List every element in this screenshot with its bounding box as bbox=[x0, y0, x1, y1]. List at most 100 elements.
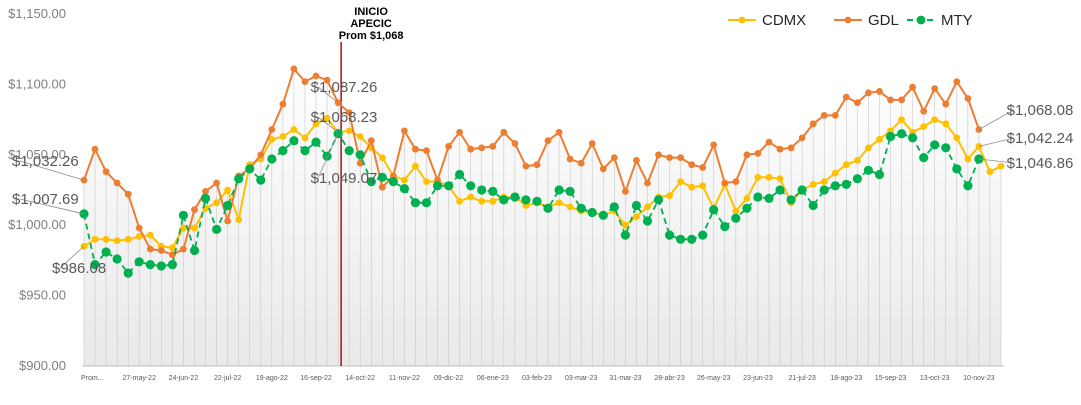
data-point-mty bbox=[852, 174, 863, 184]
data-point-gdl bbox=[456, 128, 463, 136]
data-point-gdl bbox=[898, 96, 905, 104]
data-point-mty bbox=[952, 164, 962, 174]
data-point-gdl bbox=[953, 78, 961, 85]
data-point-cdmx bbox=[876, 135, 883, 143]
data-point-gdl bbox=[191, 206, 198, 214]
data-point-cdmx bbox=[356, 133, 364, 140]
data-label-leader bbox=[978, 158, 1015, 164]
data-point-gdl bbox=[345, 109, 353, 116]
data-point-gdl bbox=[213, 179, 221, 187]
data-point-gdl bbox=[157, 247, 165, 254]
data-point-gdl bbox=[732, 178, 740, 186]
x-tick-label: 22-jul-22 bbox=[214, 375, 241, 382]
y-tick-label: $1,100.00 bbox=[8, 76, 66, 91]
data-point-gdl bbox=[467, 145, 475, 153]
data-point-cdmx bbox=[113, 237, 121, 245]
data-point-gdl bbox=[677, 154, 684, 162]
y-tick-label: $900.00 bbox=[19, 358, 66, 373]
data-point-cdmx bbox=[765, 173, 773, 181]
data-point-mty bbox=[488, 186, 498, 196]
x-tick-label: 03-feb-23 bbox=[522, 375, 552, 382]
data-point-gdl bbox=[887, 96, 894, 104]
data-point-cdmx bbox=[224, 186, 232, 194]
data-point-cdmx bbox=[997, 162, 1005, 170]
data-label-leader bbox=[317, 86, 339, 104]
x-tick-label: 13-oct-23 bbox=[920, 375, 950, 382]
x-tick-label: 06-ene-23 bbox=[477, 375, 509, 382]
data-point-cdmx bbox=[146, 231, 154, 239]
legend-marker-cdmx bbox=[738, 16, 746, 24]
x-tick-label: 10-nov-23 bbox=[963, 375, 995, 382]
data-point-cdmx bbox=[345, 127, 353, 135]
x-tick-label: 15-sep-23 bbox=[875, 375, 907, 382]
data-point-mty bbox=[687, 234, 697, 244]
x-tick-label: 18-ago-23 bbox=[830, 375, 862, 382]
y-tick-label: $1,150.00 bbox=[8, 6, 66, 21]
data-point-gdl bbox=[511, 140, 519, 147]
data-point-gdl bbox=[820, 112, 828, 119]
data-point-mty bbox=[355, 150, 365, 160]
data-label: $986.08 bbox=[52, 260, 106, 277]
data-point-gdl bbox=[666, 154, 673, 162]
x-tick-label: Prom... bbox=[81, 375, 104, 382]
data-point-mty bbox=[532, 196, 542, 206]
data-point-mty bbox=[576, 203, 586, 213]
data-point-mty bbox=[819, 185, 829, 195]
data-label-leader bbox=[978, 137, 1015, 147]
data-point-gdl bbox=[776, 145, 784, 153]
data-label: $1,068.08 bbox=[1007, 102, 1074, 119]
data-label: $1,087.26 bbox=[311, 79, 378, 96]
legend-label-gdl: GDL bbox=[868, 12, 899, 29]
data-point-gdl bbox=[610, 154, 618, 162]
data-point-gdl bbox=[202, 188, 209, 195]
data-point-mty bbox=[189, 245, 200, 256]
data-point-gdl bbox=[356, 159, 364, 167]
data-point-mty bbox=[908, 133, 918, 143]
data-label-leader bbox=[317, 116, 339, 133]
data-point-cdmx bbox=[688, 183, 696, 191]
data-point-mty bbox=[543, 203, 553, 213]
data-point-cdmx bbox=[169, 244, 176, 252]
data-point-cdmx bbox=[423, 178, 430, 186]
data-point-cdmx bbox=[854, 157, 861, 164]
data-point-mty bbox=[267, 154, 277, 164]
data-label-leader bbox=[19, 198, 85, 215]
data-point-mty bbox=[212, 224, 222, 234]
data-point-cdmx bbox=[986, 168, 994, 176]
data-point-mty bbox=[410, 198, 420, 208]
data-point-cdmx bbox=[865, 144, 872, 152]
data-point-mty bbox=[786, 195, 796, 205]
data-point-mty bbox=[167, 260, 177, 270]
data-point-gdl bbox=[124, 190, 132, 198]
data-point-gdl bbox=[942, 100, 950, 108]
data-point-mty bbox=[278, 146, 288, 156]
data-point-mty bbox=[653, 195, 664, 205]
data-point-gdl bbox=[633, 157, 640, 164]
data-point-mty bbox=[134, 257, 144, 267]
data-point-gdl bbox=[489, 143, 497, 150]
legend-marker-gdl bbox=[844, 16, 852, 24]
data-point-mty bbox=[455, 169, 465, 180]
data-point-cdmx bbox=[920, 123, 928, 130]
data-point-mty bbox=[289, 136, 299, 146]
data-point-mty bbox=[808, 200, 818, 211]
x-tick-label: 11-nov-22 bbox=[389, 375, 420, 382]
data-point-mty bbox=[256, 175, 266, 185]
data-point-mty bbox=[885, 131, 896, 142]
y-tick-label: $1,050.00 bbox=[8, 147, 66, 162]
data-point-mty bbox=[521, 195, 531, 205]
data-point-cdmx bbox=[931, 116, 939, 123]
data-point-gdl bbox=[135, 224, 143, 232]
data-point-mty bbox=[874, 169, 885, 180]
data-point-mty bbox=[477, 185, 487, 195]
data-point-mty bbox=[609, 202, 619, 212]
data-point-gdl bbox=[445, 143, 452, 150]
data-point-mty bbox=[742, 203, 752, 213]
data-point-gdl bbox=[765, 138, 773, 146]
data-point-mty bbox=[112, 254, 122, 264]
data-point-gdl bbox=[290, 65, 298, 73]
data-point-mty bbox=[565, 186, 575, 196]
data-label-leader bbox=[19, 160, 85, 181]
data-point-mty bbox=[764, 193, 774, 203]
